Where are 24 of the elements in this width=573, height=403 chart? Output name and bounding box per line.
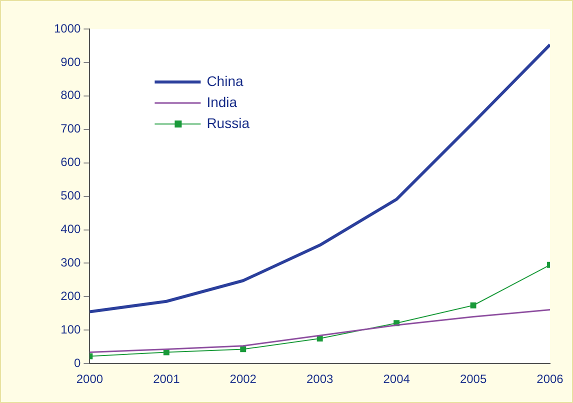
x-tick-label: 2002: [230, 372, 257, 386]
x-tick-label: 2003: [306, 372, 334, 386]
y-tick-label: 800: [60, 88, 82, 102]
point: [240, 346, 246, 352]
y-tick-label: 200: [60, 288, 82, 303]
y-tick-label: 500: [60, 188, 82, 203]
point: [470, 302, 476, 308]
legend-label: India: [206, 94, 238, 110]
y-tick-label: 100: [60, 322, 82, 336]
x-tick-label: 2004: [383, 372, 410, 386]
x-tick-label: 2006: [536, 372, 564, 386]
y-tick-label: 300: [60, 256, 82, 270]
x-tick-label: 2000: [76, 372, 104, 386]
legend-label: China: [206, 72, 244, 89]
y-tick-label: 600: [60, 155, 82, 170]
point: [316, 336, 323, 342]
y-tick-label: 1000: [54, 21, 82, 36]
y-tick-label: 400: [60, 222, 82, 236]
y-tick-label: 0: [74, 356, 82, 370]
x-tick-label: 2001: [153, 372, 180, 386]
y-tick-label: 700: [60, 122, 82, 136]
x-tick-label: 2005: [460, 372, 487, 386]
y-tick-label: 900: [60, 54, 82, 69]
legend-label: Russia: [206, 114, 250, 131]
